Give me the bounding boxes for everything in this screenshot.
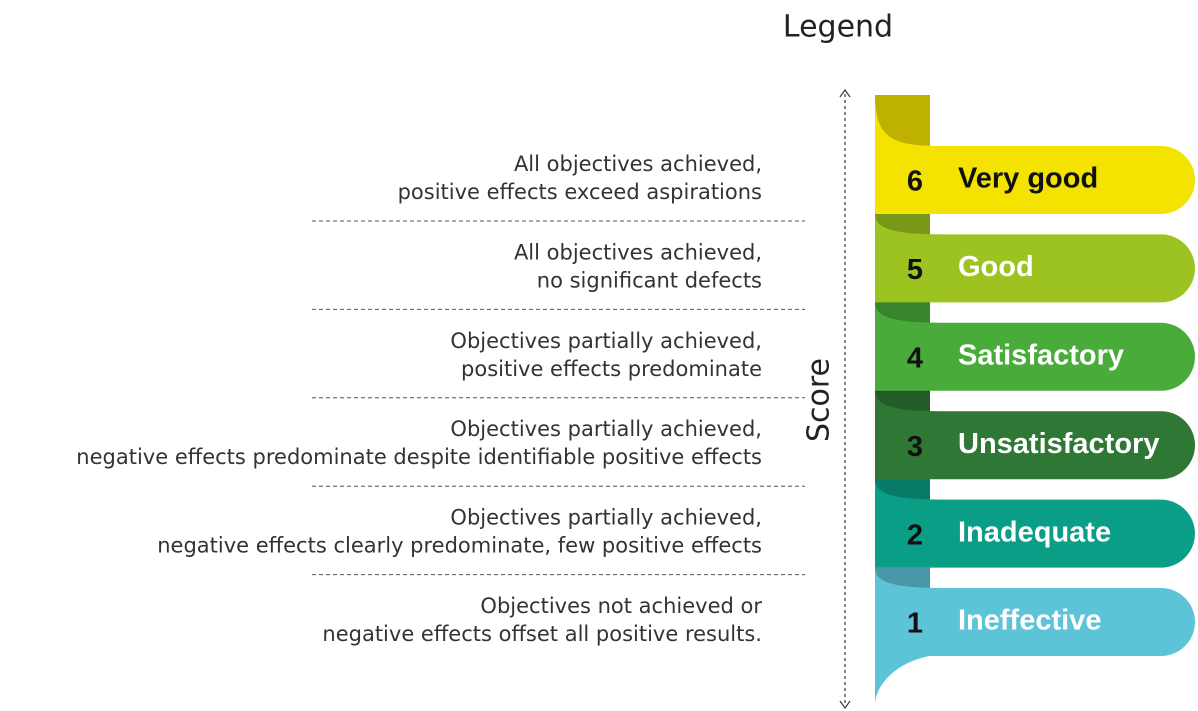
score-number: 1 [907, 608, 923, 640]
score-number: 6 [907, 166, 923, 198]
description: All objectives achieved, [514, 152, 762, 176]
description: negative effects offset all positive res… [322, 622, 762, 646]
description: positive effects exceed aspirations [398, 180, 762, 204]
band-tail [875, 655, 935, 705]
band [875, 567, 1195, 656]
score-number: 2 [907, 519, 923, 551]
description: negative effects clearly predominate, fe… [157, 534, 762, 558]
score-label: Inadequate [958, 516, 1111, 548]
band [875, 302, 1195, 391]
description: negative effects predominate despite ide… [76, 445, 762, 469]
axis-label: Score [802, 358, 837, 442]
score-label: Satisfactory [958, 339, 1124, 371]
score-label: Ineffective [958, 605, 1101, 637]
axis-arrows [839, 88, 851, 710]
score-label: Unsatisfactory [958, 428, 1159, 460]
description: Objectives partially achieved, [450, 329, 762, 353]
score-label: Very good [958, 163, 1098, 195]
score-number: 5 [907, 254, 923, 286]
description: Objectives partially achieved, [450, 506, 762, 530]
description: Objectives not achieved or [480, 594, 762, 618]
score-number: 3 [907, 431, 923, 463]
band [875, 479, 1195, 568]
score-number: 4 [907, 342, 923, 374]
score-label: Good [958, 251, 1034, 283]
band [875, 214, 1195, 303]
band [875, 95, 1195, 214]
title: Legend [783, 10, 893, 45]
description: Objectives partially achieved, [450, 417, 762, 441]
description: no significant defects [537, 268, 762, 292]
description: positive effects predominate [461, 357, 762, 381]
description: All objectives achieved, [514, 240, 762, 264]
band [875, 390, 1195, 480]
